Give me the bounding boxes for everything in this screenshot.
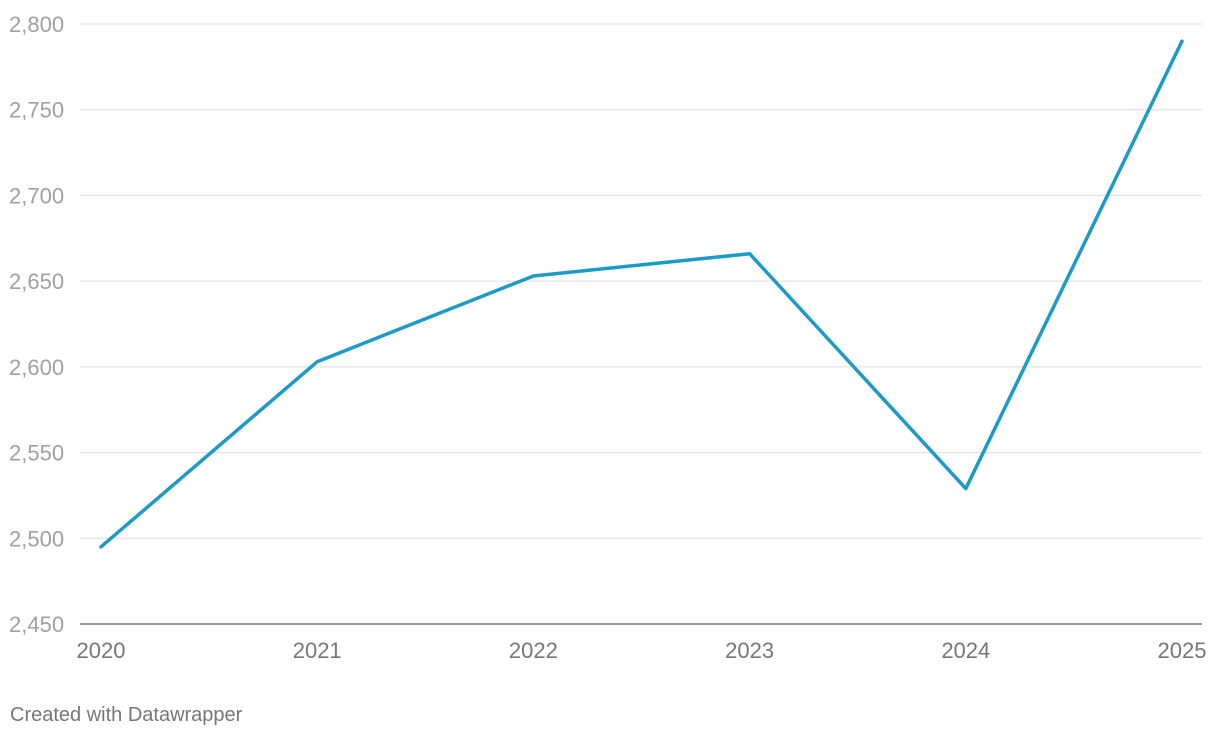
- footer-credit: Created with Datawrapper: [10, 704, 243, 726]
- x-tick-label: 2021: [293, 638, 342, 663]
- series-line: [99, 39, 1184, 549]
- gridlines: [80, 23, 1202, 625]
- x-axis-tick-labels: 2020 2021 2022 2023 2024 2025: [77, 638, 1207, 663]
- y-tick-label: 2,650: [9, 269, 64, 294]
- x-tick-label: 2024: [941, 638, 990, 663]
- x-tick-label: 2023: [725, 638, 774, 663]
- y-tick-label: 2,550: [9, 441, 64, 466]
- series-layer: [99, 39, 1184, 549]
- y-tick-label: 2,700: [9, 183, 64, 208]
- y-tick-label: 2,600: [9, 355, 64, 380]
- y-tick-label: 2,750: [9, 98, 64, 123]
- x-tick-label: 2020: [77, 638, 126, 663]
- y-tick-label: 2,450: [9, 612, 64, 637]
- y-tick-label: 2,800: [9, 12, 64, 37]
- x-tick-label: 2022: [509, 638, 558, 663]
- y-tick-label: 2,500: [9, 526, 64, 551]
- x-tick-label: 2025: [1158, 638, 1207, 663]
- y-axis-tick-labels: 2,800 2,750 2,700 2,650 2,600 2,550 2,500 2,450: [9, 12, 64, 637]
